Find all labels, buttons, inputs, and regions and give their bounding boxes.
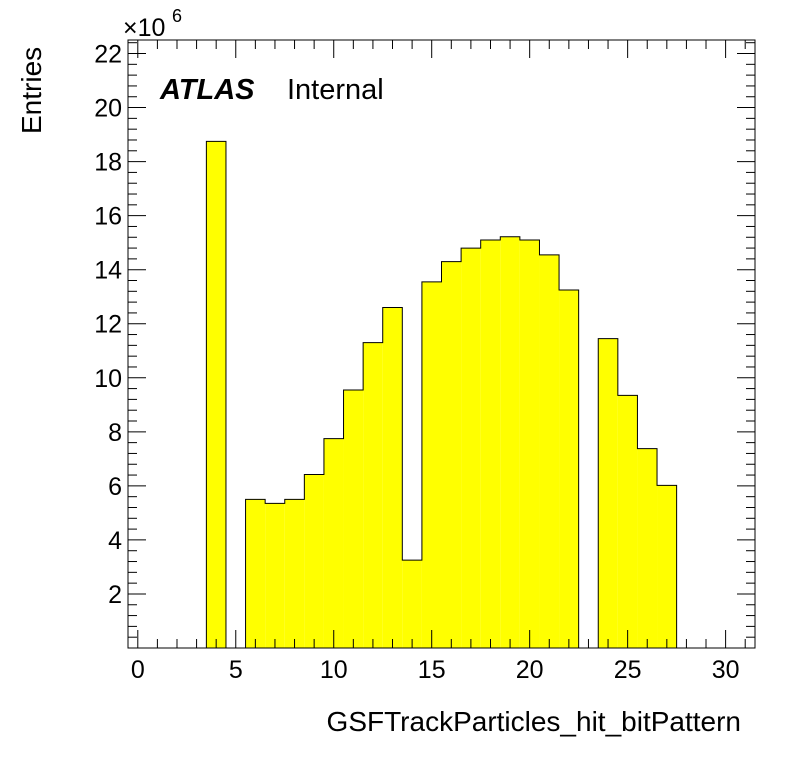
histogram-bar <box>598 338 618 648</box>
x-tick-labels: 0 5 10 15 20 25 30 <box>131 656 740 684</box>
y-tick-label: 10 <box>94 365 122 393</box>
histogram-bar <box>519 239 540 648</box>
histogram-bar <box>206 141 226 649</box>
y-tick-label: 2 <box>108 581 122 609</box>
plot-border <box>127 39 756 649</box>
internal-label: Internal <box>287 74 384 106</box>
x-axis-title: GSFTrackParticles_hit_bitPattern <box>327 706 741 737</box>
histogram-bar <box>284 499 305 648</box>
histogram-bar <box>461 248 481 648</box>
histogram-bar <box>637 448 658 648</box>
y-tick-label: 18 <box>94 149 122 177</box>
x-tick-label: 20 <box>516 656 544 684</box>
y-tick-label: 20 <box>94 95 122 123</box>
y-multiplier-exponent: 6 <box>172 6 182 26</box>
histogram-bar <box>382 307 403 648</box>
histogram-bar <box>245 499 266 648</box>
y-tick-label: 12 <box>94 311 122 339</box>
x-tick-label: 10 <box>320 656 348 684</box>
histogram-bar <box>539 254 560 648</box>
y-tick-label: 22 <box>94 41 122 69</box>
x-tick-label: 30 <box>712 656 740 684</box>
histogram-bar <box>617 395 638 648</box>
atlas-label: ATLAS <box>159 74 255 106</box>
histogram-outline <box>128 140 755 649</box>
histogram-bars <box>128 140 755 649</box>
histogram-bar <box>323 438 344 648</box>
y-tick-label: 6 <box>108 473 122 501</box>
axis-ticks <box>128 40 755 648</box>
x-tick-label: 25 <box>614 656 642 684</box>
histogram-bar <box>265 503 285 648</box>
plot-frame <box>127 39 756 649</box>
y-tick-label: 16 <box>94 203 122 231</box>
y-multiplier: ×10 <box>123 14 165 42</box>
histogram-bar <box>559 289 579 648</box>
histogram-bar <box>657 485 677 648</box>
x-tick-label: 0 <box>131 656 145 684</box>
histogram-bar <box>343 389 364 648</box>
histogram-bar <box>441 261 462 648</box>
x-tick-label: 5 <box>229 656 243 684</box>
y-tick-label: 4 <box>108 527 122 555</box>
y-tick-labels: 2 4 6 8 10 12 14 16 18 20 22 <box>94 41 122 609</box>
histogram-bar <box>480 239 501 648</box>
y-axis-title: Entries <box>16 47 47 134</box>
histogram-bar <box>500 236 520 648</box>
histogram-bar <box>421 281 442 648</box>
x-tick-label: 15 <box>418 656 446 684</box>
y-tick-label: 8 <box>108 419 122 447</box>
histogram-bar <box>363 342 383 648</box>
y-tick-label: 14 <box>94 257 122 285</box>
histogram-bar <box>304 474 324 648</box>
histogram-bar <box>402 560 422 648</box>
